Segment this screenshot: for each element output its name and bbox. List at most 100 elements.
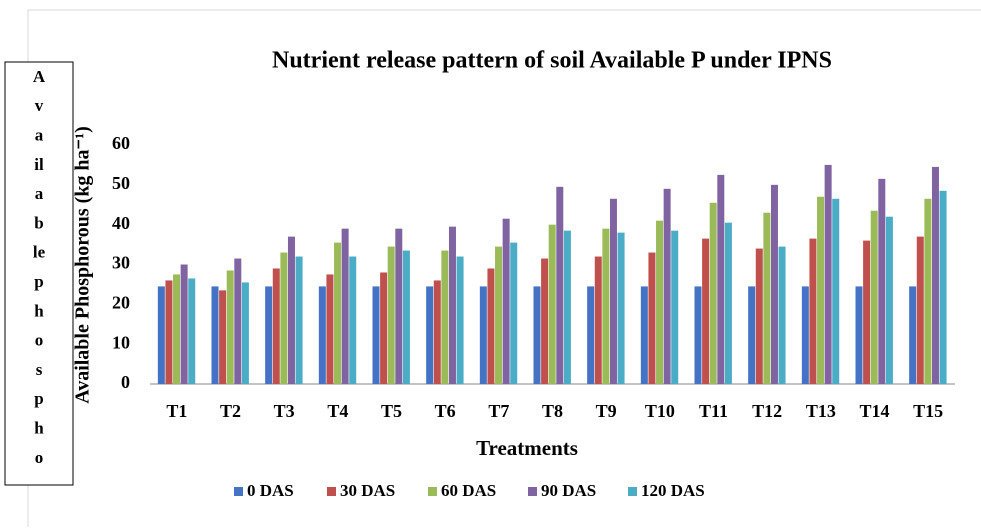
bar — [809, 238, 817, 384]
legend-marker — [428, 487, 437, 496]
bar — [663, 188, 671, 384]
bar — [770, 184, 778, 384]
annotation-line: a — [35, 126, 44, 145]
y-tick-label: 30 — [112, 253, 130, 273]
y-tick-label: 20 — [112, 292, 130, 312]
bar — [709, 202, 717, 384]
bar — [395, 228, 403, 384]
bar — [287, 236, 295, 384]
legend-label: 90 DAS — [541, 481, 596, 500]
annotation-box — [4, 61, 74, 486]
legend-marker — [628, 487, 637, 496]
bar — [824, 164, 832, 384]
bar — [855, 286, 863, 384]
bar — [533, 286, 541, 384]
bar — [448, 226, 456, 384]
bar — [402, 250, 410, 384]
bar — [594, 256, 602, 384]
annotation-line: h — [34, 419, 44, 438]
bar — [617, 232, 625, 384]
bar — [295, 256, 303, 384]
annotation-line: p — [34, 272, 43, 291]
x-tick-label: T12 — [752, 401, 782, 421]
x-tick-label: T2 — [220, 401, 241, 421]
annotation-line: A — [33, 67, 46, 86]
bar — [349, 256, 357, 384]
bar — [241, 282, 249, 384]
x-tick-label: T6 — [435, 401, 456, 421]
x-tick-label: T5 — [381, 401, 402, 421]
x-tick-label: T13 — [806, 401, 836, 421]
y-tick-label: 50 — [112, 173, 130, 193]
bar — [387, 246, 395, 384]
y-axis-title: Available Phosphorous (kg ha⁻¹) — [72, 126, 94, 404]
annotation-line: s — [36, 360, 43, 379]
bar — [832, 198, 840, 384]
bar — [717, 174, 725, 384]
legend-marker — [234, 487, 243, 496]
bar — [318, 286, 326, 384]
y-tick-label: 40 — [112, 213, 130, 233]
x-tick-label: T3 — [274, 401, 295, 421]
bar — [219, 290, 227, 384]
bar — [609, 198, 617, 384]
bar — [763, 212, 771, 384]
bar — [211, 286, 219, 384]
x-tick-label: T1 — [166, 401, 187, 421]
legend-label: 30 DAS — [340, 481, 395, 500]
bar — [817, 196, 825, 384]
bar — [510, 242, 518, 384]
bar — [372, 286, 380, 384]
annotation-line: v — [35, 96, 44, 115]
legend-label: 120 DAS — [641, 481, 705, 500]
bar — [924, 198, 932, 384]
bar — [694, 286, 702, 384]
x-axis-title: Treatments — [476, 436, 578, 460]
bar — [878, 178, 886, 384]
x-tick-label: T8 — [542, 401, 563, 421]
legend-label: 60 DAS — [441, 481, 496, 500]
bar — [173, 274, 181, 384]
chart-title: Nutrient release pattern of soil Availab… — [272, 48, 832, 74]
annotation-line: p — [34, 389, 43, 408]
x-tick-label: T10 — [645, 401, 675, 421]
x-tick-label: T15 — [913, 401, 943, 421]
bar — [671, 230, 679, 384]
bar — [487, 268, 495, 384]
bar — [265, 286, 273, 384]
bar — [640, 286, 648, 384]
bar — [870, 210, 878, 384]
x-tick-label: T4 — [327, 401, 348, 421]
bar — [863, 240, 871, 384]
bar — [433, 280, 441, 384]
bar — [456, 256, 464, 384]
y-tick-label: 60 — [112, 133, 130, 153]
bar — [234, 258, 242, 384]
bar — [602, 228, 610, 384]
bar — [656, 220, 664, 384]
annotation-line: il — [34, 155, 44, 174]
legend-label: 0 DAS — [247, 481, 294, 500]
annotation-line: o — [35, 331, 44, 350]
annotation-line: o — [35, 448, 44, 467]
bar — [648, 252, 656, 384]
bar — [326, 274, 334, 384]
bar — [755, 248, 763, 384]
bar — [885, 216, 893, 384]
bar — [939, 190, 947, 384]
bar — [165, 280, 173, 384]
bar — [495, 246, 503, 384]
legend-marker — [327, 487, 336, 496]
bar — [724, 222, 732, 384]
bar — [334, 242, 342, 384]
bar — [541, 258, 549, 384]
x-tick-label: T14 — [859, 401, 889, 421]
bar — [748, 286, 756, 384]
bar — [188, 278, 196, 384]
annotation-line: a — [35, 184, 44, 203]
bar — [502, 218, 510, 384]
bar — [778, 246, 786, 384]
bar — [380, 272, 388, 384]
bar — [563, 230, 571, 384]
